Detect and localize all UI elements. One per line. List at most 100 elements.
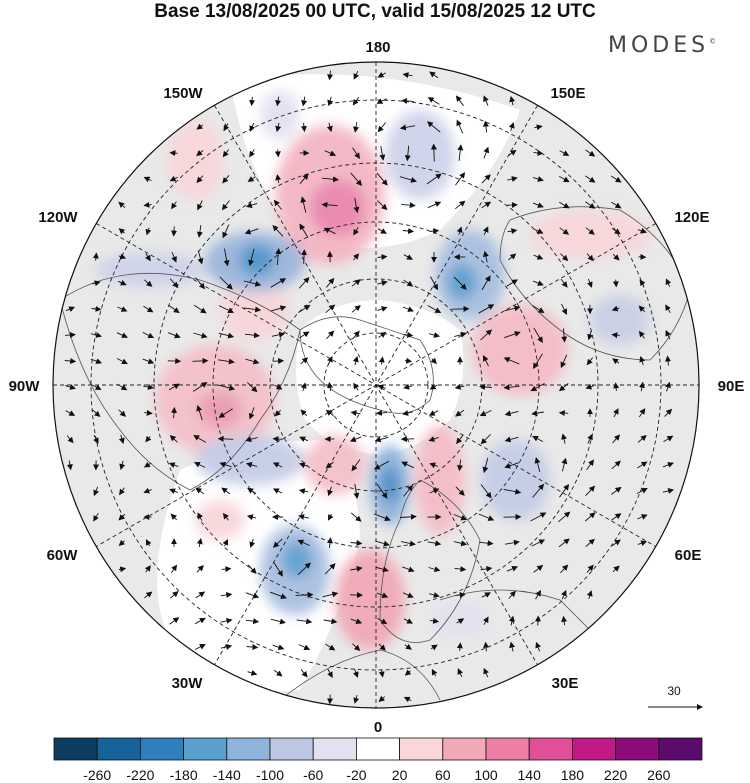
wind-arrow [275,96,282,107]
wind-arrow [171,406,177,419]
wind-arrow [455,409,465,417]
wind-arrow [403,331,414,338]
colorbar-swatch [528,737,573,761]
wind-arrow [637,434,647,443]
wind-arrow [353,70,360,80]
wind-arrow [66,460,73,471]
wind-arrow [402,306,414,312]
wind-arrow [299,331,310,339]
lon-label-120e: 120E [674,209,709,226]
wind-arrow [534,457,541,473]
wind-arrow [218,305,235,313]
wind-arrow [275,174,282,183]
colorbar-swatch [442,737,487,761]
wind-arrow [455,592,466,599]
wind-arrow [430,276,438,291]
colorbar-swatch [139,737,184,761]
anomaly-negative [380,467,400,503]
colorbar-tick-label: 180 [561,767,585,783]
colorbar-swatch [226,737,271,761]
wind-arrow [403,484,414,497]
wind-arrow [168,383,180,391]
colorbar-swatch [615,737,660,761]
wind-arrow [403,279,414,287]
wind-arrow [376,172,388,186]
wind-arrow [144,565,151,573]
wind-arrow [377,384,386,391]
wind-arrow [326,537,333,548]
wind-arrow [296,618,313,625]
wind-arrow [193,332,208,339]
wind-arrow [665,304,671,314]
wind-arrow [637,514,648,520]
wind-arrow [456,226,463,235]
wind-arrow [561,328,568,343]
wind-arrow [196,225,203,238]
wind-arrow [454,566,467,573]
wind-arrow [665,278,672,287]
wind-arrow [534,124,543,131]
wind-arrow [195,277,206,290]
wind-arrow [480,484,492,499]
wind-arrow [247,176,256,182]
wind-arrow [587,330,594,341]
wind-arrow [586,278,593,288]
wind-arrow [482,616,489,625]
anomaly-negative [590,295,650,345]
wind-arrow [638,408,646,418]
lon-label-30w: 30W [172,675,204,692]
wind-arrow [350,565,363,572]
wind-arrow [561,433,567,444]
wind-arrow [117,383,128,391]
colorbar-tick-label: -260 [83,767,111,783]
wind-arrow [193,304,207,314]
wind-arrow [376,483,388,499]
wind-arrow [378,695,386,703]
wind-arrow [351,305,361,313]
wind-arrow [662,488,675,494]
wind-arrow [508,590,516,599]
wind-arrow [638,330,645,339]
wind-arrow [196,538,203,548]
wind-arrow [64,358,77,365]
wind-arrow [327,513,334,521]
wind-arrow [483,667,489,678]
wind-arrow [171,564,178,573]
wind-arrow [246,644,259,651]
wind-arrow [249,122,256,132]
wind-arrow [504,331,521,339]
wind-arrow [612,279,619,288]
wind-arrow [377,280,388,286]
wind-arrow [587,433,593,444]
wind-arrow [243,280,262,287]
wind-arrow [535,590,542,600]
lon-label-0: 0 [374,719,382,736]
wind-arrow [298,462,309,469]
wind-arrow [218,358,235,365]
colorbar-tick-label: 100 [474,767,498,783]
wind-arrow [375,540,390,547]
wind-arrow [119,460,126,471]
wind-arrow [270,278,287,288]
colorbar-tick-label: 260 [647,767,671,783]
wind-arrow [143,384,154,390]
wind-arrow [197,200,203,211]
wind-arrow [217,384,236,391]
wind-arrow [453,540,468,547]
colorbar-tick-label: 20 [392,767,408,783]
wind-arrow [245,358,260,365]
wind-arrow [453,276,467,290]
wind-arrow [480,329,493,341]
wind-arrow [324,150,337,157]
wind-arrow [561,589,567,600]
wind-arrow [456,434,464,445]
wind-arrow [456,618,465,625]
wind-arrow [325,277,335,288]
wind-arrow [352,668,359,678]
wind-arrow [169,488,179,495]
wind-arrow [558,410,569,417]
wind-arrow [483,355,489,367]
wind-arrow [662,462,674,468]
wind-arrow [248,248,255,267]
wind-arrow [246,514,257,521]
